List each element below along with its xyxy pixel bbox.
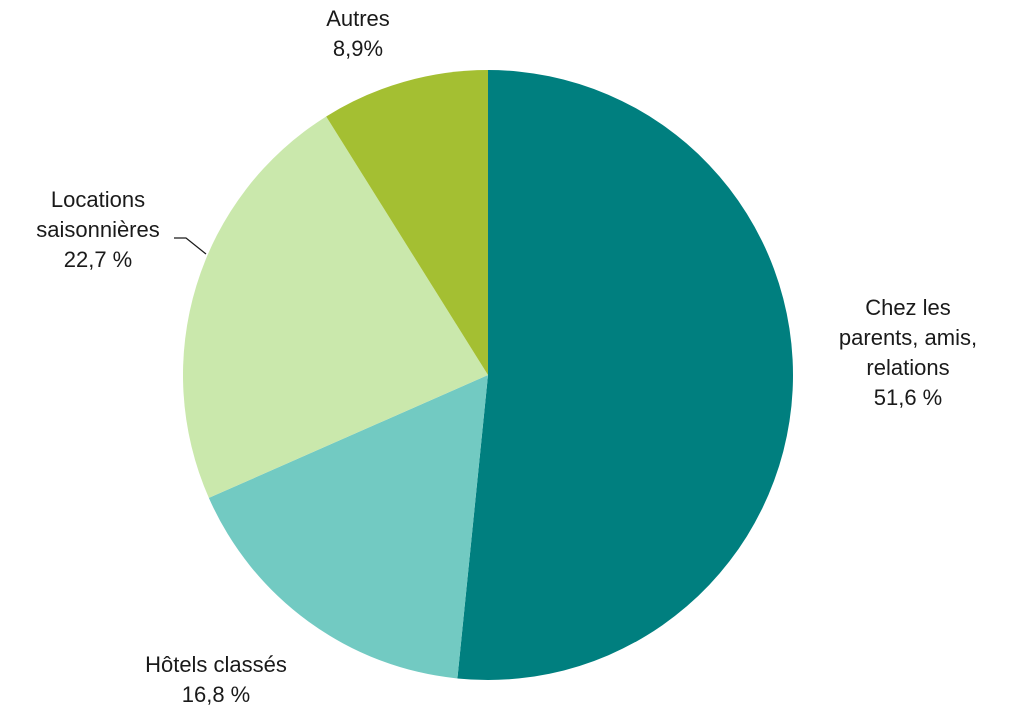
slice-label-line-1-0: Hôtels classés bbox=[145, 652, 287, 677]
pie-slice-2 bbox=[182, 116, 488, 498]
slice-label-line-2-0: Locations bbox=[51, 187, 145, 212]
slice-label-3: Autres 8,9% bbox=[326, 6, 390, 61]
slice-value-2: 22,7 % bbox=[64, 247, 133, 272]
slice-label-1: Hôtels classés 16,8 % bbox=[145, 652, 287, 707]
slice-label-line-2-1: saisonnières bbox=[36, 217, 160, 242]
leader-lines bbox=[174, 237, 207, 255]
leader-line-2 bbox=[174, 237, 207, 255]
slice-value-0: 51,6 % bbox=[874, 385, 943, 410]
slice-label-line-0-1: parents, amis, bbox=[839, 325, 977, 350]
pie-slice-1 bbox=[208, 375, 488, 679]
slice-value-1: 16,8 % bbox=[182, 682, 251, 707]
slice-label-line-0-2: relations bbox=[866, 355, 949, 380]
slice-label-2: Locations saisonnières 22,7 % bbox=[36, 187, 160, 272]
slice-label-0: Chez les parents, amis, relations 51,6 % bbox=[839, 295, 977, 410]
pie-slices bbox=[182, 69, 794, 680]
slice-label-line-3-0: Autres bbox=[326, 6, 390, 31]
slice-label-line-0-0: Chez les bbox=[865, 295, 951, 320]
pie-slice-3 bbox=[326, 70, 488, 375]
slice-labels: Chez les parents, amis, relations 51,6 % Hôt… bbox=[36, 6, 977, 707]
slice-value-3: 8,9% bbox=[333, 36, 383, 61]
pie-slice-0 bbox=[457, 69, 794, 680]
